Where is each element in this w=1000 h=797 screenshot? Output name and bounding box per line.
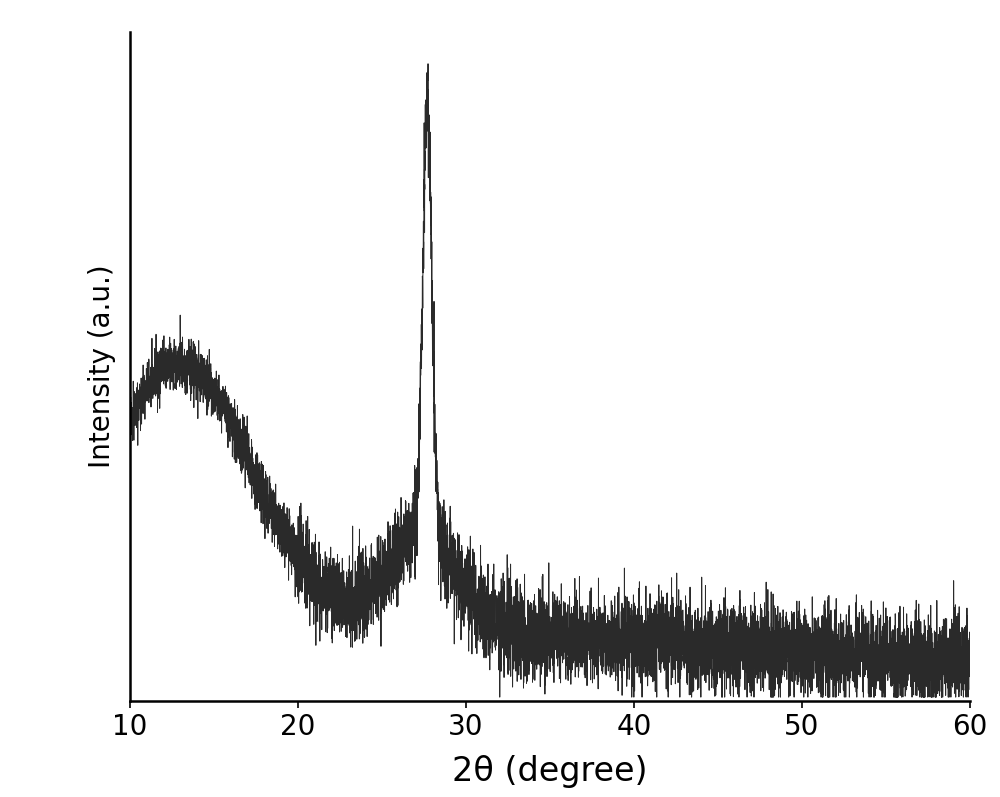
X-axis label: 2θ (degree): 2θ (degree) — [452, 755, 648, 788]
Y-axis label: Intensity (a.u.): Intensity (a.u.) — [88, 265, 116, 469]
